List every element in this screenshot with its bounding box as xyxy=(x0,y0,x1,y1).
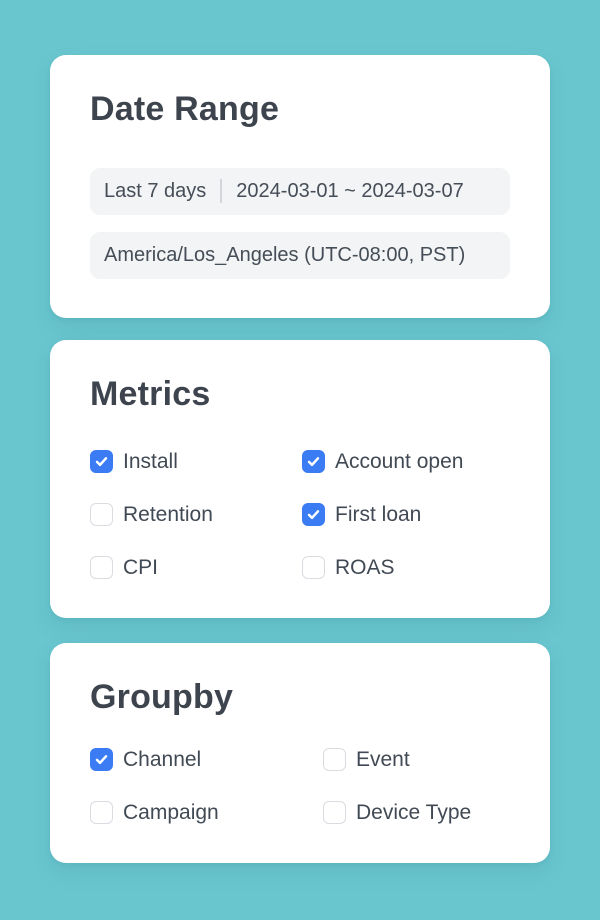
option-device-type[interactable]: Device Type xyxy=(323,801,510,825)
option-campaign[interactable]: Campaign xyxy=(90,801,323,825)
option-label: Install xyxy=(123,449,178,473)
first-loan-checkbox[interactable] xyxy=(302,503,325,527)
account-open-checkbox[interactable] xyxy=(302,450,325,474)
option-channel[interactable]: Channel xyxy=(90,748,323,772)
channel-checkbox[interactable] xyxy=(90,748,113,772)
option-first-loan[interactable]: First loan xyxy=(302,503,510,527)
divider xyxy=(220,179,223,204)
check-icon xyxy=(95,755,108,765)
option-retention[interactable]: Retention xyxy=(90,503,302,527)
option-label: Device Type xyxy=(356,800,472,824)
metrics-card: Metrics Install Account open Retention xyxy=(50,340,550,618)
groupby-card: Groupby Channel Event Campaign xyxy=(50,643,550,863)
option-label: Event xyxy=(356,747,410,771)
metrics-title: Metrics xyxy=(90,375,211,413)
roas-checkbox[interactable] xyxy=(302,556,325,580)
cpi-checkbox[interactable] xyxy=(90,556,113,580)
groupby-title: Groupby xyxy=(90,678,234,716)
retention-checkbox[interactable] xyxy=(90,503,113,527)
timezone-selector[interactable]: America/Los_Angeles (UTC-08:00, PST) xyxy=(90,231,510,279)
option-label: Channel xyxy=(123,747,202,771)
option-install[interactable]: Install xyxy=(90,450,302,474)
option-event[interactable]: Event xyxy=(323,748,510,772)
option-roas[interactable]: ROAS xyxy=(302,556,510,580)
check-icon xyxy=(307,457,320,467)
date-range-selector[interactable]: Last 7 days 2024-03-01 ~ 2024-03-07 xyxy=(90,167,510,215)
date-range-value[interactable]: 2024-03-01 ~ 2024-03-07 xyxy=(236,179,464,202)
date-range-rows: Last 7 days 2024-03-01 ~ 2024-03-07 Amer… xyxy=(90,167,510,279)
date-range-title: Date Range xyxy=(90,90,280,128)
campaign-checkbox[interactable] xyxy=(90,801,113,825)
option-label: First loan xyxy=(335,502,422,526)
device-type-checkbox[interactable] xyxy=(323,801,346,825)
option-label: Campaign xyxy=(123,800,219,824)
metrics-options: Install Account open Retention First loa… xyxy=(90,450,510,580)
install-checkbox[interactable] xyxy=(90,450,113,474)
check-icon xyxy=(95,457,108,467)
check-icon xyxy=(307,510,320,520)
option-cpi[interactable]: CPI xyxy=(90,556,302,580)
timezone-value[interactable]: America/Los_Angeles (UTC-08:00, PST) xyxy=(104,243,466,266)
date-preset-value[interactable]: Last 7 days xyxy=(104,179,207,202)
option-label: Retention xyxy=(123,502,213,526)
option-account-open[interactable]: Account open xyxy=(302,450,510,474)
option-label: ROAS xyxy=(335,555,395,579)
settings-panel: Date Range Last 7 days 2024-03-01 ~ 2024… xyxy=(50,0,550,863)
groupby-options: Channel Event Campaign Device Type xyxy=(90,748,510,825)
option-label: CPI xyxy=(123,555,159,579)
option-label: Account open xyxy=(335,449,464,473)
event-checkbox[interactable] xyxy=(323,748,346,772)
date-range-card: Date Range Last 7 days 2024-03-01 ~ 2024… xyxy=(50,55,550,318)
